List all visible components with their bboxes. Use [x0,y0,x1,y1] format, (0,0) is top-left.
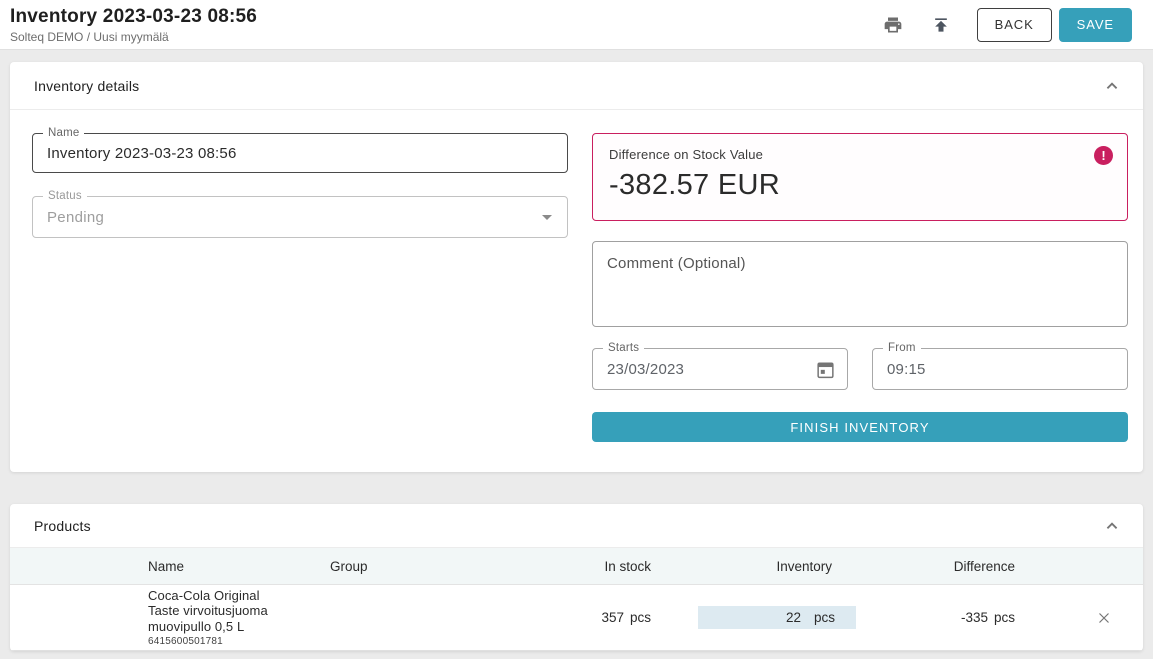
products-collapse-button[interactable] [1101,514,1125,538]
chevron-up-icon [1106,81,1118,89]
row-actions-cell [1015,606,1143,630]
finish-inventory-button[interactable]: FINISH INVENTORY [592,412,1128,442]
inventory-details-card: Inventory details Name Status Pending [10,62,1143,472]
breadcrumb: Solteq DEMO / Uusi myymälä [10,30,169,45]
status-selected-value: Pending [47,208,105,226]
starts-date-input[interactable] [593,349,847,389]
comment-textarea[interactable] [593,242,1127,326]
status-select[interactable]: Status Pending [32,189,568,238]
name-input[interactable] [33,134,567,172]
products-header: Products [10,504,1143,548]
difference-unit: pcs [993,610,1015,625]
product-name-cell: Coca-Cola Original Taste virvoitusjuoma … [148,588,330,647]
in-stock-cell: 357 pcs [560,610,651,625]
from-field-label: From [883,341,921,355]
difference-on-stock-value-box: Difference on Stock Value -382.57 EUR ! [592,133,1128,221]
column-inventory: Inventory [776,558,832,574]
column-difference: Difference [953,558,1015,574]
upload-icon [934,17,947,32]
in-stock-value: 357 [601,610,624,625]
inventory-details-header: Inventory details [10,62,1143,110]
starts-date-field: Starts [592,341,848,390]
top-bar: Inventory 2023-03-23 08:56 Solteq DEMO /… [0,0,1153,50]
from-time-input[interactable] [873,349,1127,389]
details-right-column: Difference on Stock Value -382.57 EUR ! … [592,133,1128,442]
page-title: Inventory 2023-03-23 08:56 [10,5,258,27]
products-table-header: Name Group In stock Inventory Difference [10,548,1143,585]
title-block: Inventory 2023-03-23 08:56 Solteq DEMO /… [10,5,257,45]
inventory-unit: pcs [813,610,835,625]
topbar-actions: BACK SAVE [881,7,1132,42]
inventory-input-box: pcs [698,606,856,629]
back-button[interactable]: BACK [976,7,1052,42]
calendar-icon [817,362,834,378]
product-name: Coca-Cola Original Taste virvoitusjuoma … [148,588,268,634]
date-time-row: Starts From [592,341,1128,390]
inventory-details-title: Inventory details [34,77,140,94]
starts-field-label: Starts [603,341,645,355]
details-left-column: Name Status Pending [32,126,568,442]
status-field-label: Status [43,189,87,203]
difference-cell: -335 pcs [856,610,1015,625]
in-stock-unit: pcs [629,610,651,625]
column-name: Name [148,558,185,574]
inventory-count-input[interactable] [698,610,801,625]
print-button[interactable] [881,13,905,37]
table-row: Coca-Cola Original Taste virvoitusjuoma … [10,585,1143,651]
products-card: Products Name Group In stock Inventory D… [10,504,1143,651]
calendar-picker-button[interactable] [815,357,839,381]
close-icon [1099,612,1109,623]
chevron-up-icon [1106,521,1118,529]
details-collapse-button[interactable] [1101,74,1125,98]
difference-row-value: -335 [960,610,988,625]
save-button[interactable]: SAVE [1058,7,1132,42]
products-title: Products [34,517,91,534]
from-time-field: From [872,341,1128,390]
page-content: Inventory details Name Status Pending [0,50,1153,651]
print-icon [884,17,901,32]
upload-button[interactable] [929,13,953,37]
column-in-stock: In stock [604,558,651,574]
difference-label: Difference on Stock Value [609,147,764,162]
inventory-cell: pcs [651,606,856,629]
error-badge-icon: ! [1094,146,1113,165]
product-barcode: 6415600501781 [148,635,223,647]
inventory-details-body: Name Status Pending Difference on Stock … [10,110,1143,472]
remove-row-button[interactable] [1092,606,1116,630]
column-group: Group [330,558,368,574]
caret-down-icon [542,215,552,220]
name-field-label: Name [43,126,85,140]
difference-value: -382.57 EUR [609,169,780,201]
name-field: Name [32,126,568,173]
comment-field [592,241,1128,327]
